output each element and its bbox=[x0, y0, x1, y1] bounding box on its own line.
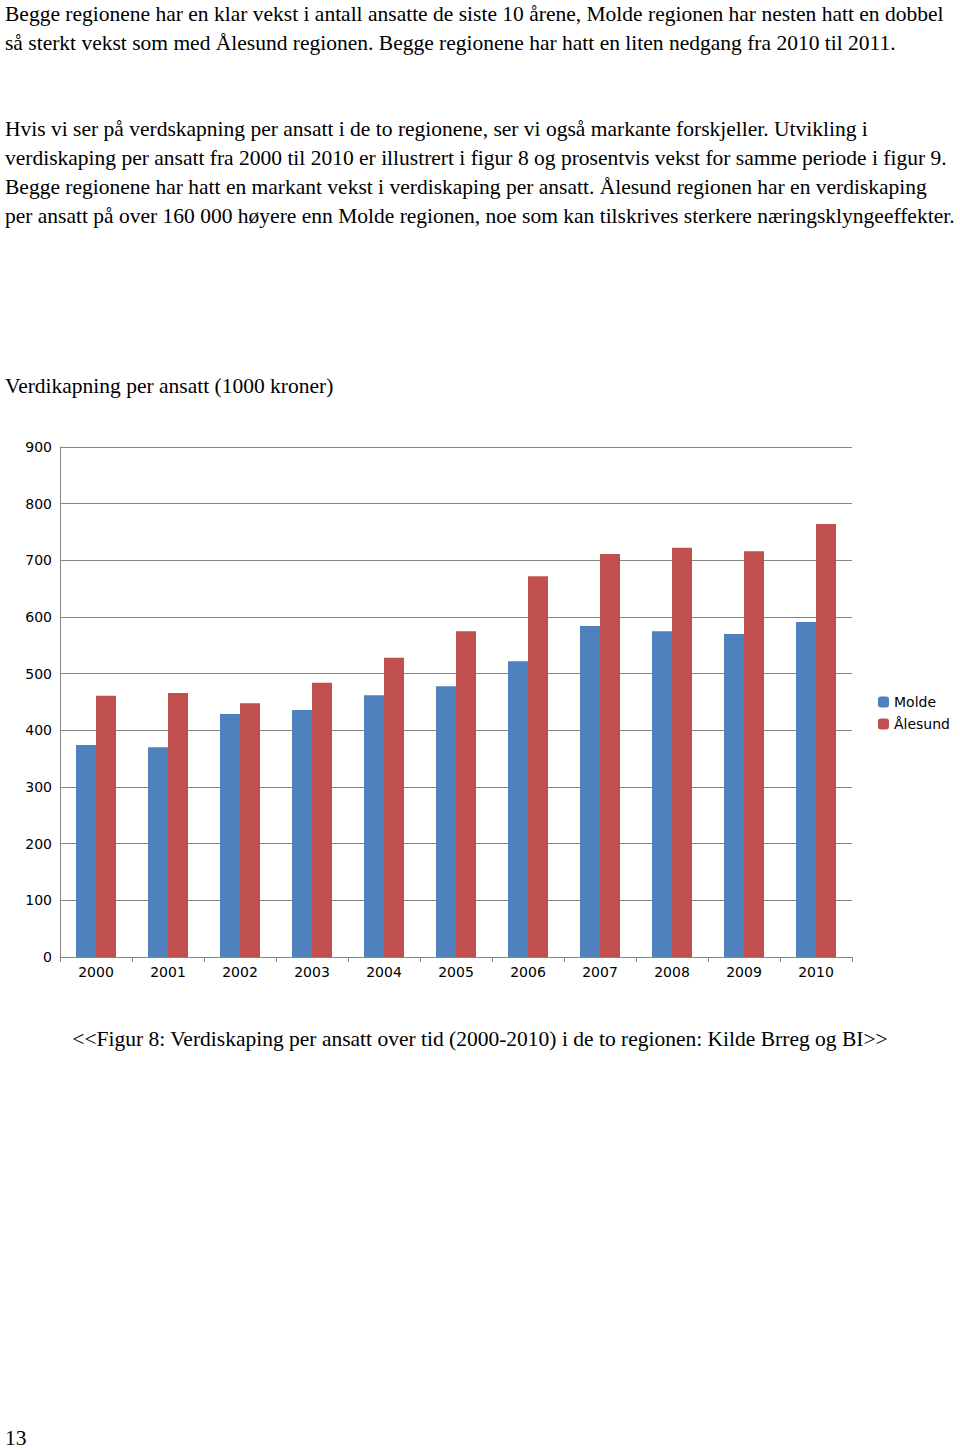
svg-text:2003: 2003 bbox=[294, 964, 330, 980]
svg-text:500: 500 bbox=[25, 666, 52, 682]
svg-text:Ålesund: Ålesund bbox=[894, 716, 950, 732]
svg-text:400: 400 bbox=[25, 722, 52, 738]
svg-text:2002: 2002 bbox=[222, 964, 258, 980]
html-text:<<Figur 8: Verdiskaping per an: <<Figur 8: Verdiskaping per ansatt over … bbox=[72, 1027, 888, 1051]
svg-text:700: 700 bbox=[25, 552, 52, 568]
svg-text:2008: 2008 bbox=[654, 964, 690, 980]
svg-text:2007: 2007 bbox=[582, 964, 618, 980]
svg-text:Molde: Molde bbox=[894, 694, 936, 710]
svg-text:300: 300 bbox=[25, 779, 52, 795]
svg-text:2005: 2005 bbox=[438, 964, 474, 980]
svg-text:2010: 2010 bbox=[798, 964, 834, 980]
svg-text:200: 200 bbox=[25, 836, 52, 852]
svg-text:0: 0 bbox=[43, 949, 52, 965]
html-text:Begge regionene har en klar ve: Begge regionene har en klar vekst i anta… bbox=[5, 2, 944, 55]
svg-text:2009: 2009 bbox=[726, 964, 762, 980]
svg-text:2001: 2001 bbox=[150, 964, 186, 980]
html-text:Verdikapning per ansatt (1000: Verdikapning per ansatt (1000 kroner) bbox=[5, 374, 334, 398]
svg-text:900: 900 bbox=[25, 439, 52, 455]
html-text:13: 13 bbox=[5, 1426, 27, 1450]
html-text:Hvis vi ser på verdskapning pe: Hvis vi ser på verdskapning per ansatt i… bbox=[5, 117, 955, 228]
svg-text:100: 100 bbox=[25, 892, 52, 908]
svg-text:2004: 2004 bbox=[366, 964, 402, 980]
svg-text:2000: 2000 bbox=[78, 964, 114, 980]
svg-text:2006: 2006 bbox=[510, 964, 546, 980]
svg-text:800: 800 bbox=[25, 496, 52, 512]
svg-text:600: 600 bbox=[25, 609, 52, 625]
